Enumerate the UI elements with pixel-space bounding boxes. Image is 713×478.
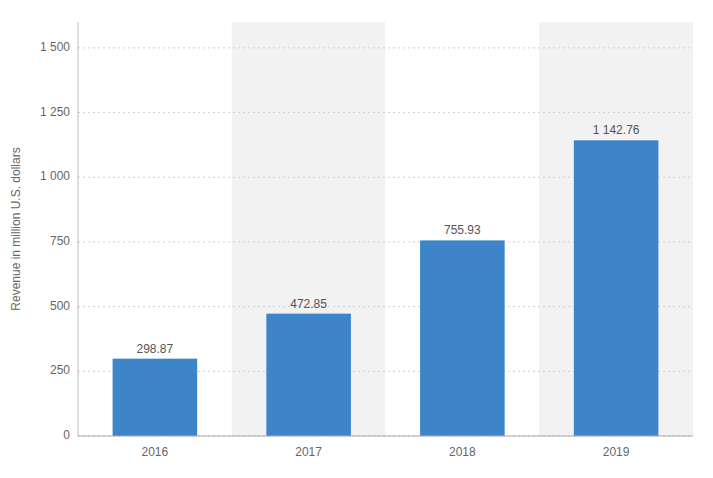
bars: [113, 140, 659, 436]
y-tick-label: 500: [50, 299, 70, 313]
grid-line: [78, 47, 693, 48]
y-tick-label: 250: [50, 363, 70, 377]
bar: [574, 140, 659, 436]
bar: [113, 359, 198, 436]
grid-line: [78, 112, 693, 113]
data-label: 472.85: [290, 297, 327, 311]
background-stripe: [78, 22, 232, 436]
x-tick-label: 2018: [449, 445, 476, 459]
chart-container: 0 250 500 750 1 000 1 250 1 500 298.87 472.85 755…: [0, 0, 713, 478]
background-stripe: [386, 22, 540, 436]
y-axis-label: Revenue in million U.S. dollars: [9, 147, 23, 310]
data-label: 755.93: [444, 223, 481, 237]
background-stripe: [232, 22, 386, 436]
x-tick-label: 2016: [142, 445, 169, 459]
y-tick-label: 1 500: [40, 40, 70, 54]
x-axis-line: [78, 436, 693, 437]
y-axis-line: [78, 22, 79, 436]
data-label: 298.87: [137, 342, 174, 356]
x-tick-label: 2019: [603, 445, 630, 459]
grid: [78, 48, 693, 436]
y-tick-label: 0: [63, 428, 70, 442]
x-tick-label: 2017: [295, 445, 322, 459]
y-tick-label: 1 000: [40, 169, 70, 183]
background-stripe: [539, 22, 693, 436]
y-tick-label: 750: [50, 234, 70, 248]
data-label: 1 142.76: [593, 123, 640, 137]
chart-svg: 0 250 500 750 1 000 1 250 1 500 298.87 472.85 755…: [0, 0, 713, 478]
y-tick-label: 1 250: [40, 105, 70, 119]
bar: [420, 240, 505, 436]
bar: [266, 314, 351, 436]
grid-line: [78, 436, 693, 437]
